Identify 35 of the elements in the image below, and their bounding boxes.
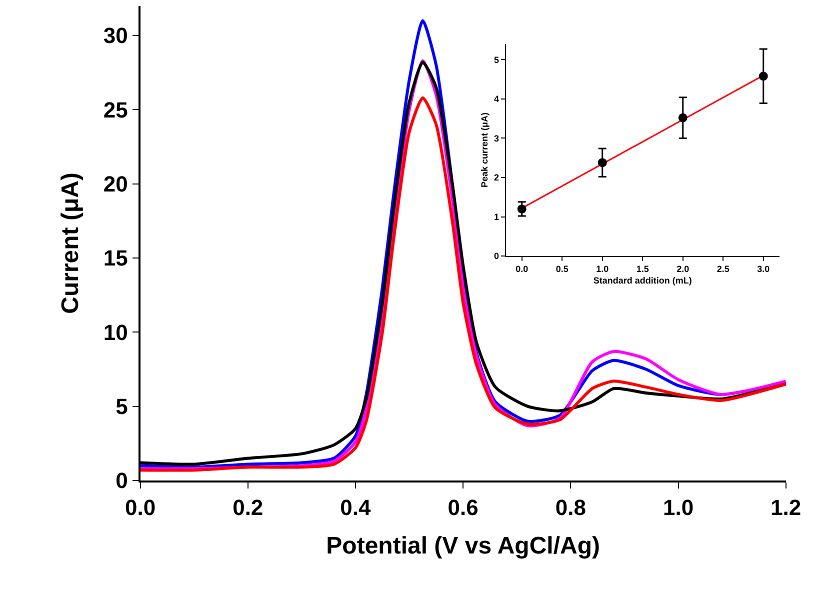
y-tick-label: 5 bbox=[116, 394, 128, 420]
x-tick-label: 0.8 bbox=[555, 494, 586, 520]
x-tick-label: 3.0 bbox=[757, 264, 770, 274]
y-tick-label: 1 bbox=[494, 212, 499, 222]
x-tick-label: 1.5 bbox=[636, 264, 649, 274]
y-tick-label: 0 bbox=[116, 468, 128, 494]
x-tick-label: 0.2 bbox=[232, 494, 264, 520]
y-tick-label: 0 bbox=[494, 251, 499, 262]
x-tick-label: 2.0 bbox=[676, 264, 690, 274]
point bbox=[598, 158, 607, 168]
y-tick-label: 30 bbox=[103, 23, 128, 48]
y-tick-label: 25 bbox=[103, 97, 128, 122]
y-tick-label: 4 bbox=[494, 94, 499, 104]
x-tick-label: 0.0 bbox=[516, 264, 528, 274]
x-tick-label: 2.5 bbox=[716, 264, 730, 274]
point bbox=[517, 204, 526, 214]
y-tick-label: 2 bbox=[494, 172, 499, 183]
x-axis-title: Standard addition (mL) bbox=[593, 276, 692, 286]
y-tick-label: 5 bbox=[494, 54, 499, 65]
y-axis-title: Current (μA) bbox=[57, 172, 84, 314]
y-tick-label: 3 bbox=[494, 133, 499, 144]
y-tick-label: 20 bbox=[103, 172, 128, 197]
x-tick-label: 0.6 bbox=[448, 494, 478, 520]
x-axis-title: Potential (V vs AgCl/Ag) bbox=[326, 532, 600, 560]
x-tick-label: 0.0 bbox=[124, 494, 156, 520]
y-tick-label: 15 bbox=[103, 246, 128, 271]
x-tick-label: 1.0 bbox=[662, 494, 694, 520]
x-tick-label: 1.2 bbox=[770, 494, 802, 520]
x-tick-label: 0.4 bbox=[340, 494, 372, 520]
x-tick-label: 0.5 bbox=[556, 264, 568, 274]
point bbox=[758, 72, 768, 81]
point bbox=[678, 113, 688, 122]
y-axis-title: Peak current (μA) bbox=[479, 112, 490, 188]
y-tick-label: 10 bbox=[103, 320, 128, 345]
x-tick-label: 1.0 bbox=[596, 264, 609, 274]
